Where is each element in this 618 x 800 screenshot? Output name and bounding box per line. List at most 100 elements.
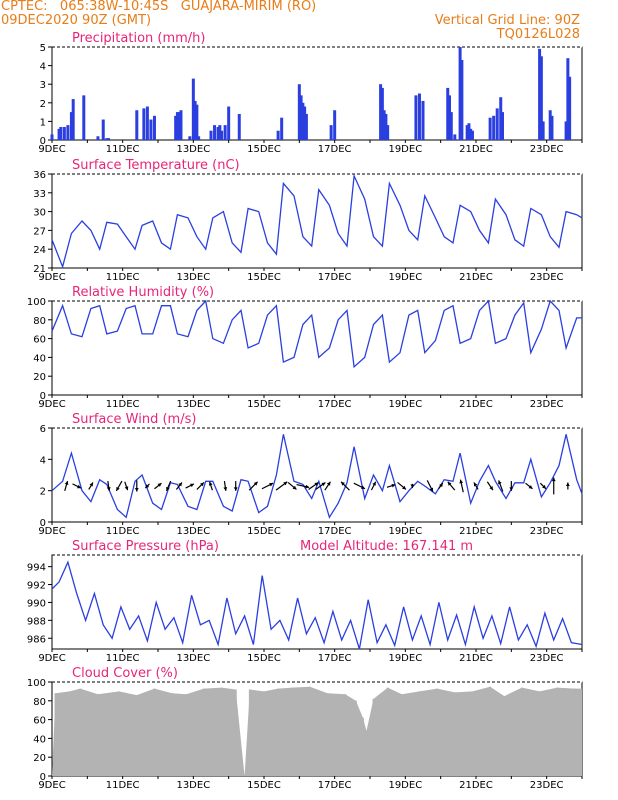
x-tick-label: 15DEC: [247, 144, 281, 155]
wind-arrow-head: [253, 481, 258, 486]
wind-arrow-head: [124, 486, 129, 491]
y-tick-label: 60: [33, 716, 46, 727]
wind-arrow-head: [314, 482, 319, 487]
cloud-cover-bar: [436, 688, 439, 776]
plot-frame: [51, 427, 583, 523]
x-tick-label: 13DEC: [176, 272, 210, 283]
wind-arrow-head: [410, 484, 415, 489]
precip-bar: [213, 125, 217, 140]
y-tick-label: 0: [40, 518, 46, 529]
cloud-cover-bar: [489, 686, 492, 776]
wind-arrow-head: [190, 483, 194, 488]
x-tick-label: 23DEC: [530, 272, 564, 283]
y-tick-label: 0: [40, 772, 46, 783]
x-tick-label: 13DEC: [176, 144, 210, 155]
wind-arrow: [275, 481, 288, 491]
cloud-cover-bar: [361, 717, 364, 776]
x-tick-label: 17DEC: [318, 780, 352, 791]
wind-arrow: [185, 483, 195, 489]
wind-arrow: [315, 481, 326, 490]
header-model-id: TQ0126L028: [496, 27, 580, 42]
wind-arrow: [208, 481, 213, 491]
precip-bar: [174, 115, 178, 140]
precip-bar: [220, 130, 224, 140]
y-tick-label: 986: [27, 634, 46, 645]
precip-bar: [66, 125, 70, 140]
precip-bar: [460, 60, 464, 140]
cloud-cover-bar: [171, 693, 174, 776]
wind-arrow: [296, 483, 310, 489]
wind-arrow-head: [134, 488, 139, 492]
y-tick-label: 30: [33, 208, 46, 219]
cloud-cover-bar: [386, 687, 389, 776]
precip-bar: [379, 84, 383, 140]
x-tick-label: 19DEC: [388, 144, 422, 155]
y-tick-label: 80: [33, 316, 46, 327]
y-tick-label: 6: [40, 424, 46, 435]
y-tick-label: 60: [33, 335, 46, 346]
x-tick-label: 11DEC: [106, 526, 140, 537]
wind-arrow: [447, 481, 456, 491]
wind-arrow-head: [361, 485, 365, 489]
panel-2: 21 24 27 30 33 36 9DEC 11DEC 13DEC 15DEC 17DEC 19DE…: [33, 158, 583, 283]
wind-arrow: [64, 480, 69, 492]
precip-bar: [179, 110, 183, 140]
precip-bar: [299, 95, 303, 140]
x-tick-label: 19DEC: [388, 780, 422, 791]
precip-bar: [223, 125, 227, 140]
wind-arrow-head: [145, 484, 150, 489]
wind-arrow-head: [429, 487, 434, 492]
cloud-cover-bar: [220, 687, 223, 776]
x-tick-label: 23DEC: [530, 399, 564, 410]
y-tick-label: 20: [33, 372, 46, 383]
wind-arrow: [498, 480, 504, 492]
cloud-cover-bar: [344, 694, 347, 776]
y-tick-label: 21: [33, 264, 46, 275]
cloud-cover-bar: [520, 687, 523, 776]
cloud-cover-bar: [234, 689, 237, 776]
x-tick-label: 23DEC: [530, 144, 564, 155]
precip-bar: [453, 134, 457, 140]
cloud-cover-bar: [538, 691, 541, 776]
y-tick-label: 3: [40, 80, 46, 91]
cloud-cover-bar: [326, 693, 329, 776]
wind-arrow-head: [551, 477, 556, 482]
y-tick-label: 40: [33, 353, 46, 364]
wind-arrow: [539, 482, 547, 490]
cloud-cover-bar: [248, 689, 251, 776]
y-tick-label: 4: [40, 62, 46, 73]
wind-arrow: [72, 483, 82, 489]
precip-bar: [449, 112, 453, 140]
y-tick-label: 100: [27, 297, 46, 308]
wind-arrow: [459, 479, 464, 493]
wind-arrow-head: [391, 483, 396, 488]
x-tick-label: 23DEC: [530, 526, 564, 537]
precip-bar: [382, 110, 386, 140]
cloud-cover-bar: [291, 687, 294, 776]
precip-bar: [384, 113, 388, 140]
wind-arrow-head: [439, 483, 443, 488]
y-tick-label: 988: [27, 616, 46, 627]
x-tick-label: 17DEC: [318, 272, 352, 283]
precip-bar: [470, 130, 474, 140]
wind-arrow: [525, 482, 533, 490]
precip-bar: [467, 123, 471, 140]
x-tick-label: 17DEC: [318, 399, 352, 410]
x-tick-label: 15DEC: [247, 526, 281, 537]
precip-bar: [421, 100, 425, 140]
precip-bar: [177, 112, 181, 140]
y-tick-label: 990: [27, 598, 46, 609]
precip-bar: [380, 87, 384, 140]
precip-bar: [149, 119, 153, 140]
wind-arrow: [340, 481, 350, 491]
wind-arrow-head: [89, 482, 93, 487]
x-tick-label: 15DEC: [247, 780, 281, 791]
wind-arrow: [233, 481, 238, 491]
cloud-cover-bar: [573, 688, 576, 776]
wind-arrow: [261, 482, 274, 490]
x-tick-label: 17DEC: [318, 653, 352, 664]
panel-4: 0 2 4 6 9DEC 11DEC 13DEC 15DEC 17DEC 19DEC 21DEC 23…: [38, 412, 583, 537]
plot-frame: [51, 173, 583, 269]
cloud-cover-bar: [185, 694, 188, 776]
header-line1: CPTEC: 065:38W-10:45S GUAJARA-MIRIM (RO): [1, 0, 317, 14]
